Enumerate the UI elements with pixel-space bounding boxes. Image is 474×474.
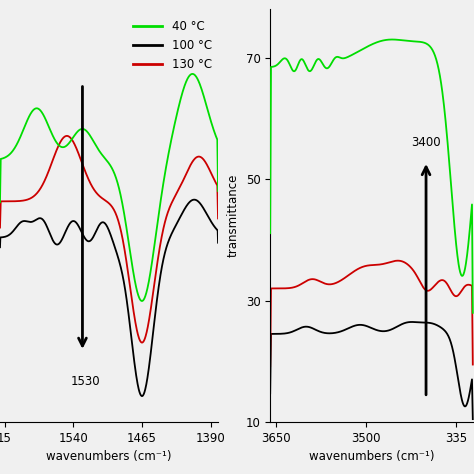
- Text: 3400: 3400: [411, 136, 441, 149]
- Legend: 40 °C, 100 °C, 130 °C: 40 °C, 100 °C, 130 °C: [128, 15, 217, 76]
- X-axis label: wavenumbers (cm⁻¹): wavenumbers (cm⁻¹): [46, 450, 172, 463]
- Y-axis label: transmittance: transmittance: [227, 174, 240, 257]
- X-axis label: wavenumbers (cm⁻¹): wavenumbers (cm⁻¹): [310, 450, 435, 463]
- Text: 1530: 1530: [70, 375, 100, 388]
